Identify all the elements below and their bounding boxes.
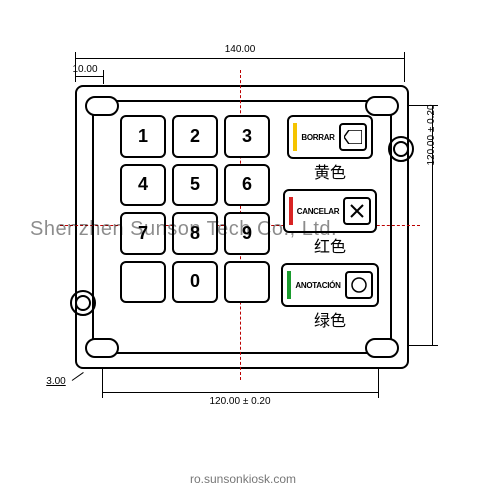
key-3[interactable]: 3 [224, 115, 270, 158]
fn-label: ANOTACIÓN [295, 281, 340, 290]
mounting-slot [85, 338, 119, 358]
dim-value: 3.00 [46, 376, 65, 387]
key-9[interactable]: 9 [224, 212, 270, 255]
mounting-slot [85, 96, 119, 116]
dim-tick [404, 52, 405, 82]
screw-ring-inner [75, 295, 91, 311]
fn-sublabel: 黄色 [314, 159, 346, 183]
key-blank [120, 261, 166, 304]
dim-value: 120.00 ± 0.20 [209, 396, 270, 407]
key-4[interactable]: 4 [120, 164, 166, 207]
dim-tick [378, 368, 379, 398]
cancel-icon [343, 197, 371, 225]
fn-label: BORRAR [301, 133, 334, 142]
key-7[interactable]: 7 [120, 212, 166, 255]
dim-corner-radius: 3.00 [36, 376, 76, 387]
fn-key-wrap: BORRAR 黄色 [280, 115, 380, 183]
dim-top-width: 140.00 [75, 44, 405, 55]
dim-line-ul [75, 76, 103, 77]
dim-value: 10.00 [72, 64, 97, 75]
screw-ring-inner [393, 141, 409, 157]
key-5[interactable]: 5 [172, 164, 218, 207]
fn-sublabel: 绿色 [314, 307, 346, 331]
fn-sublabel: 红色 [314, 233, 346, 257]
enter-icon [345, 271, 373, 299]
key-0[interactable]: 0 [172, 261, 218, 304]
fn-key-backspace[interactable]: BORRAR [287, 115, 372, 159]
function-key-column: BORRAR黄色CANCELAR红色ANOTACIÓN绿色 [280, 115, 380, 303]
fn-color-bar [293, 123, 297, 151]
fn-color-bar [287, 271, 291, 299]
drawing-canvas: 140.00 10.00 123 456 7890 BORRAR 黄色 CANCELAR… [0, 0, 500, 500]
fn-key-wrap: ANOTACIÓN 绿色 [280, 263, 380, 331]
dim-value: 140.00 [225, 44, 256, 55]
key-blank [224, 261, 270, 304]
dim-tick [102, 368, 103, 398]
backspace-icon [339, 123, 367, 151]
dim-value: 120.00 ± 0.20 [426, 104, 437, 165]
dim-ul-offset: 10.00 [55, 64, 115, 75]
fn-color-bar [289, 197, 293, 225]
key-8[interactable]: 8 [172, 212, 218, 255]
fn-label: CANCELAR [297, 207, 340, 216]
dim-right-height: 120.00 ± 0.20 [426, 90, 437, 180]
dim-tick [408, 345, 438, 346]
footer-value: ro.sunsonkiosk.com [190, 472, 296, 486]
key-1[interactable]: 1 [120, 115, 166, 158]
key-2[interactable]: 2 [172, 115, 218, 158]
mounting-slot [365, 338, 399, 358]
dim-bottom-width: 120.00 ± 0.20 [102, 396, 378, 407]
key-6[interactable]: 6 [224, 164, 270, 207]
dim-line-bottom [102, 392, 378, 393]
numeric-keypad: 123 456 7890 [120, 115, 270, 303]
footer-url: ro.sunsonkiosk.com [190, 472, 296, 486]
fn-key-cancel[interactable]: CANCELAR [283, 189, 378, 233]
mounting-slot [365, 96, 399, 116]
fn-key-wrap: CANCELAR 红色 [280, 189, 380, 257]
dim-line-top [75, 58, 405, 59]
fn-key-enter[interactable]: ANOTACIÓN [281, 263, 378, 307]
